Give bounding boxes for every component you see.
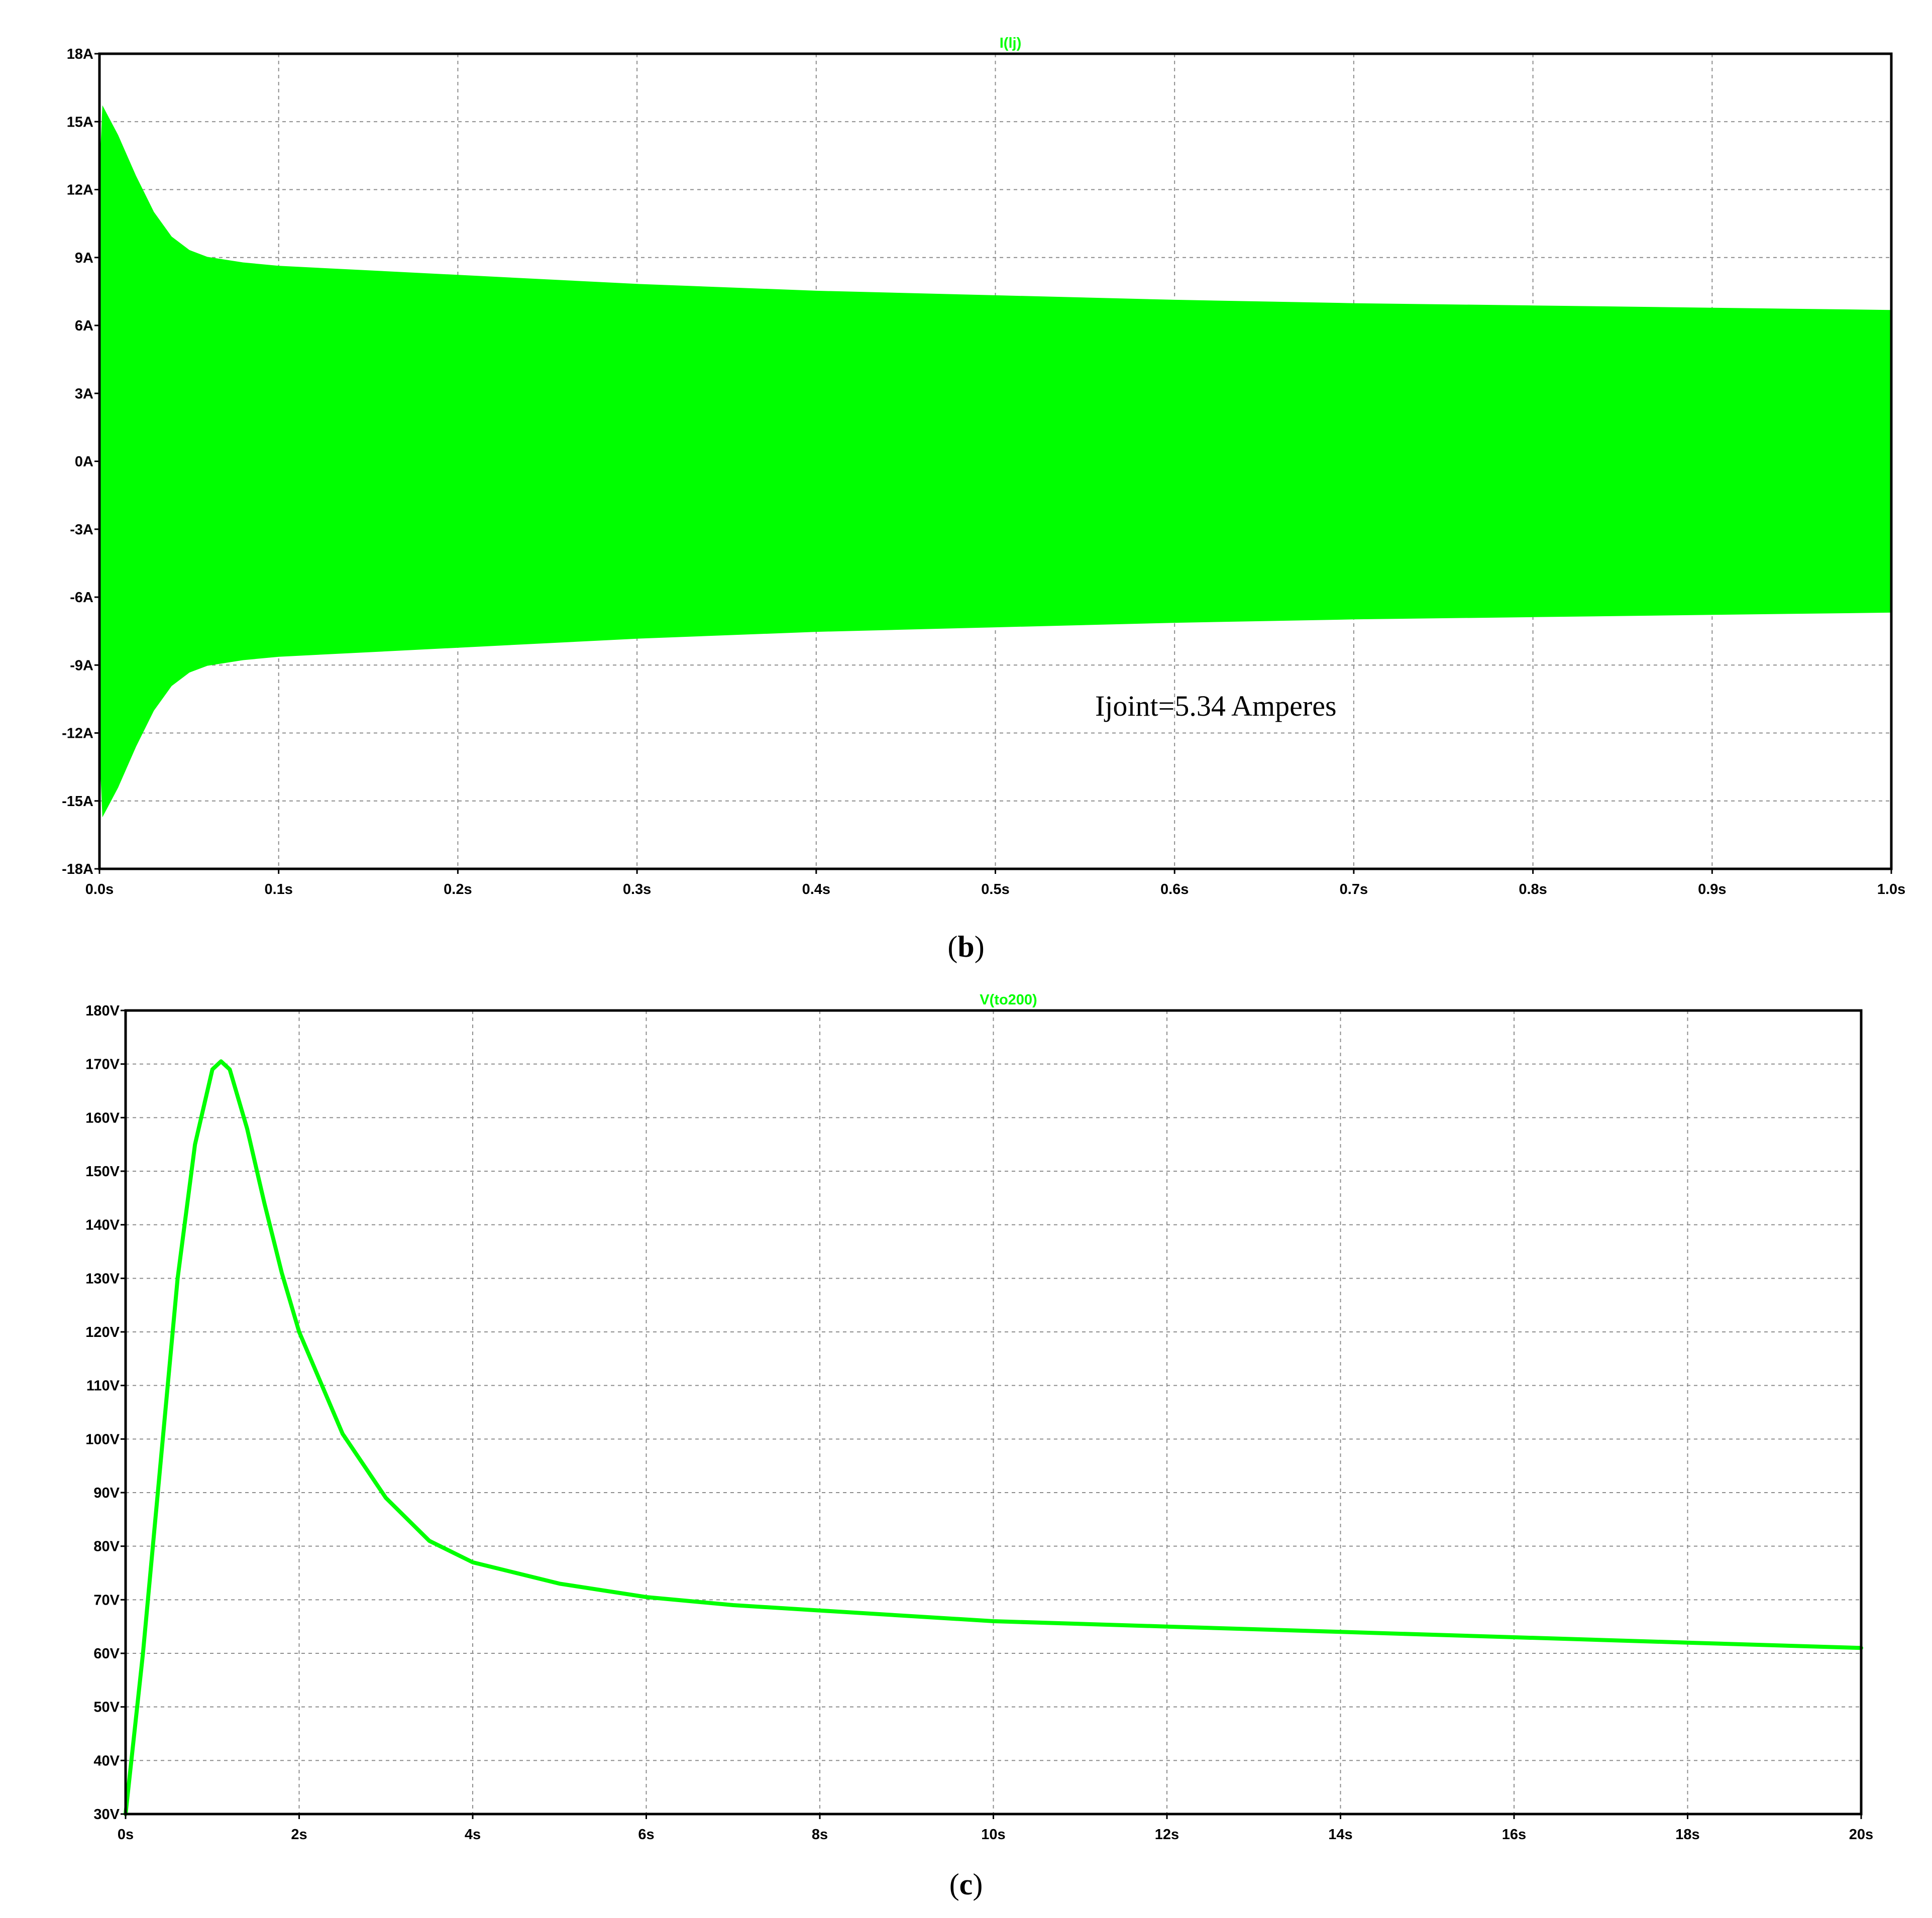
panel-c-x-tick-label: 2s xyxy=(291,1827,307,1843)
panel-b-x-tick-label: 0.8s xyxy=(1519,881,1547,897)
panel-c-y-tick-label: 130V xyxy=(85,1271,120,1287)
panel-b-y-tick-label: -3A xyxy=(70,522,93,538)
panel-c-x-tick-label: 10s xyxy=(981,1827,1005,1843)
panel-c-y-tick-label: 80V xyxy=(93,1539,120,1555)
panel-b-x-tick-label: 0.1s xyxy=(264,881,292,897)
panel-c-y-tick-label: 40V xyxy=(93,1753,120,1769)
panel-b-label: (b) xyxy=(947,930,984,963)
panel-c-x-tick-label: 12s xyxy=(1155,1827,1179,1843)
panel-b-x-tick-label: 0.4s xyxy=(802,881,830,897)
panel-b-label-letter: b xyxy=(957,930,974,963)
panel-c-y-tick-label: 70V xyxy=(93,1592,120,1608)
panel-b-x-tick-label: 0.2s xyxy=(444,881,472,897)
panel-b-y-tick-label: 12A xyxy=(67,182,93,198)
panel-b-chart: 18A 15A 12A 9A 6A 3A 0A -3A -6A -9A -12A -15A -18A 0.… xyxy=(62,35,1905,897)
panel-c-label-letter: c xyxy=(959,1868,973,1901)
panel-c-x-tick-label: 0s xyxy=(118,1827,134,1843)
panel-c-y-tick-label: 170V xyxy=(85,1057,120,1073)
panel-b-y-tick-label: 0A xyxy=(75,454,93,470)
panel-c-y-tick-label: 60V xyxy=(93,1646,120,1662)
panel-b-y-tick-label: -15A xyxy=(62,794,93,810)
panel-b-x-tick-label: 1.0s xyxy=(1877,881,1905,897)
panel-b-x-tick-label: 0.9s xyxy=(1698,881,1726,897)
panel-b-y-tick-label: -18A xyxy=(62,861,93,877)
panel-b-x-tick-label: 0.7s xyxy=(1340,881,1368,897)
panel-b-x-tick-label: 0.3s xyxy=(623,881,651,897)
panel-b-trace-name: I(lj) xyxy=(1000,35,1022,51)
panel-c-chart: 180V 170V 160V 150V 140V 130V 120V 110V 100V 90V 8… xyxy=(85,992,1873,1843)
panel-c-trace-name: V(to200) xyxy=(980,992,1037,1008)
panel-c-x-tick-label: 4s xyxy=(465,1827,481,1843)
panel-c-y-tick-label: 100V xyxy=(85,1431,120,1447)
panel-c-x-tick-label: 8s xyxy=(812,1827,828,1843)
panel-c-y-tick-label: 120V xyxy=(85,1324,120,1340)
panel-b-y-tick-label: -9A xyxy=(70,657,93,673)
panel-b-y-tick-label: 15A xyxy=(67,114,93,130)
panel-c-x-tick-label: 18s xyxy=(1675,1827,1699,1843)
panel-b-y-tick-label: 6A xyxy=(75,318,93,334)
panel-c-x-tick-label: 14s xyxy=(1328,1827,1352,1843)
panel-c-x-tick-label: 6s xyxy=(638,1827,654,1843)
panel-c-label: (c) xyxy=(949,1868,983,1901)
panel-c-y-tick-label: 90V xyxy=(93,1485,120,1501)
panel-c-y-tick-label: 180V xyxy=(85,1003,120,1019)
panel-c-x-tick-label: 20s xyxy=(1849,1827,1873,1843)
panel-c-y-tick-label: 150V xyxy=(85,1164,120,1180)
panel-b-x-tick-label: 0.6s xyxy=(1160,881,1189,897)
panel-b-y-tick-label: -6A xyxy=(70,590,93,606)
panel-c-y-tick-label: 30V xyxy=(93,1807,120,1823)
panel-b-y-tick-label: 3A xyxy=(75,386,93,402)
panel-c-y-tick-label: 50V xyxy=(93,1700,120,1716)
panel-b-y-tick-label: -12A xyxy=(62,726,93,742)
panel-b-x-tick-label: 0.0s xyxy=(85,881,114,897)
panel-c-y-tick-label: 160V xyxy=(85,1110,120,1126)
panel-c-y-tick-label: 110V xyxy=(86,1378,120,1394)
panel-b-y-tick-label: 18A xyxy=(67,46,93,62)
panel-b-y-tick-label: 9A xyxy=(75,250,93,266)
panel-b-annotation: Ijoint=5.34 Amperes xyxy=(1095,690,1337,722)
panel-c-voltage-line xyxy=(124,1059,1863,1816)
panel-b-x-tick-label: 0.5s xyxy=(981,881,1009,897)
panel-c-y-tick-label: 140V xyxy=(85,1217,120,1233)
panel-c-x-tick-label: 16s xyxy=(1502,1827,1526,1843)
